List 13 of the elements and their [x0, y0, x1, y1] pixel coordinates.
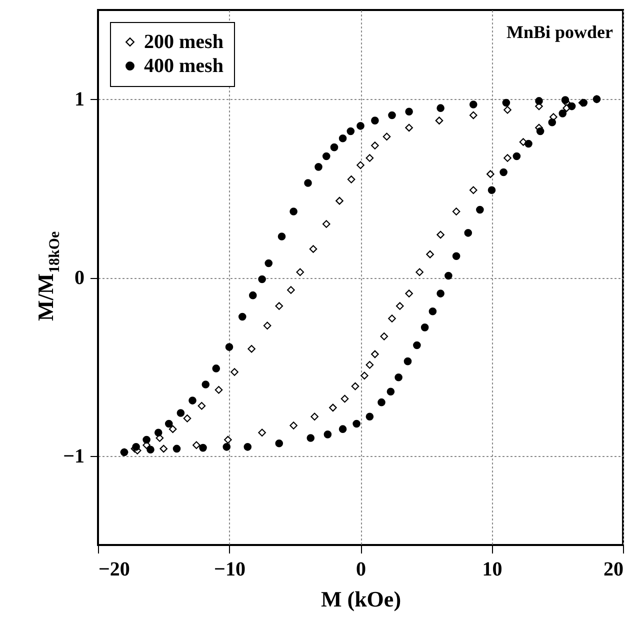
x-tick-label: 0 [356, 558, 366, 580]
x-tick-label: −10 [214, 558, 246, 580]
y-axis-title: M/M18kOe [33, 230, 63, 321]
legend-label: 200 mesh [144, 31, 224, 53]
legend-label: 400 mesh [144, 55, 224, 77]
y-tick-label: 1 [74, 88, 84, 111]
y-tick-label: −1 [63, 445, 84, 468]
x-tick-label: 20 [604, 558, 624, 580]
x-axis-title: M (kOe) [320, 586, 402, 612]
y-tick-label: 0 [74, 267, 84, 289]
x-tick-label: 10 [482, 558, 502, 580]
annotation: MnBi powder [506, 22, 613, 42]
x-tick-label: −20 [98, 558, 130, 580]
